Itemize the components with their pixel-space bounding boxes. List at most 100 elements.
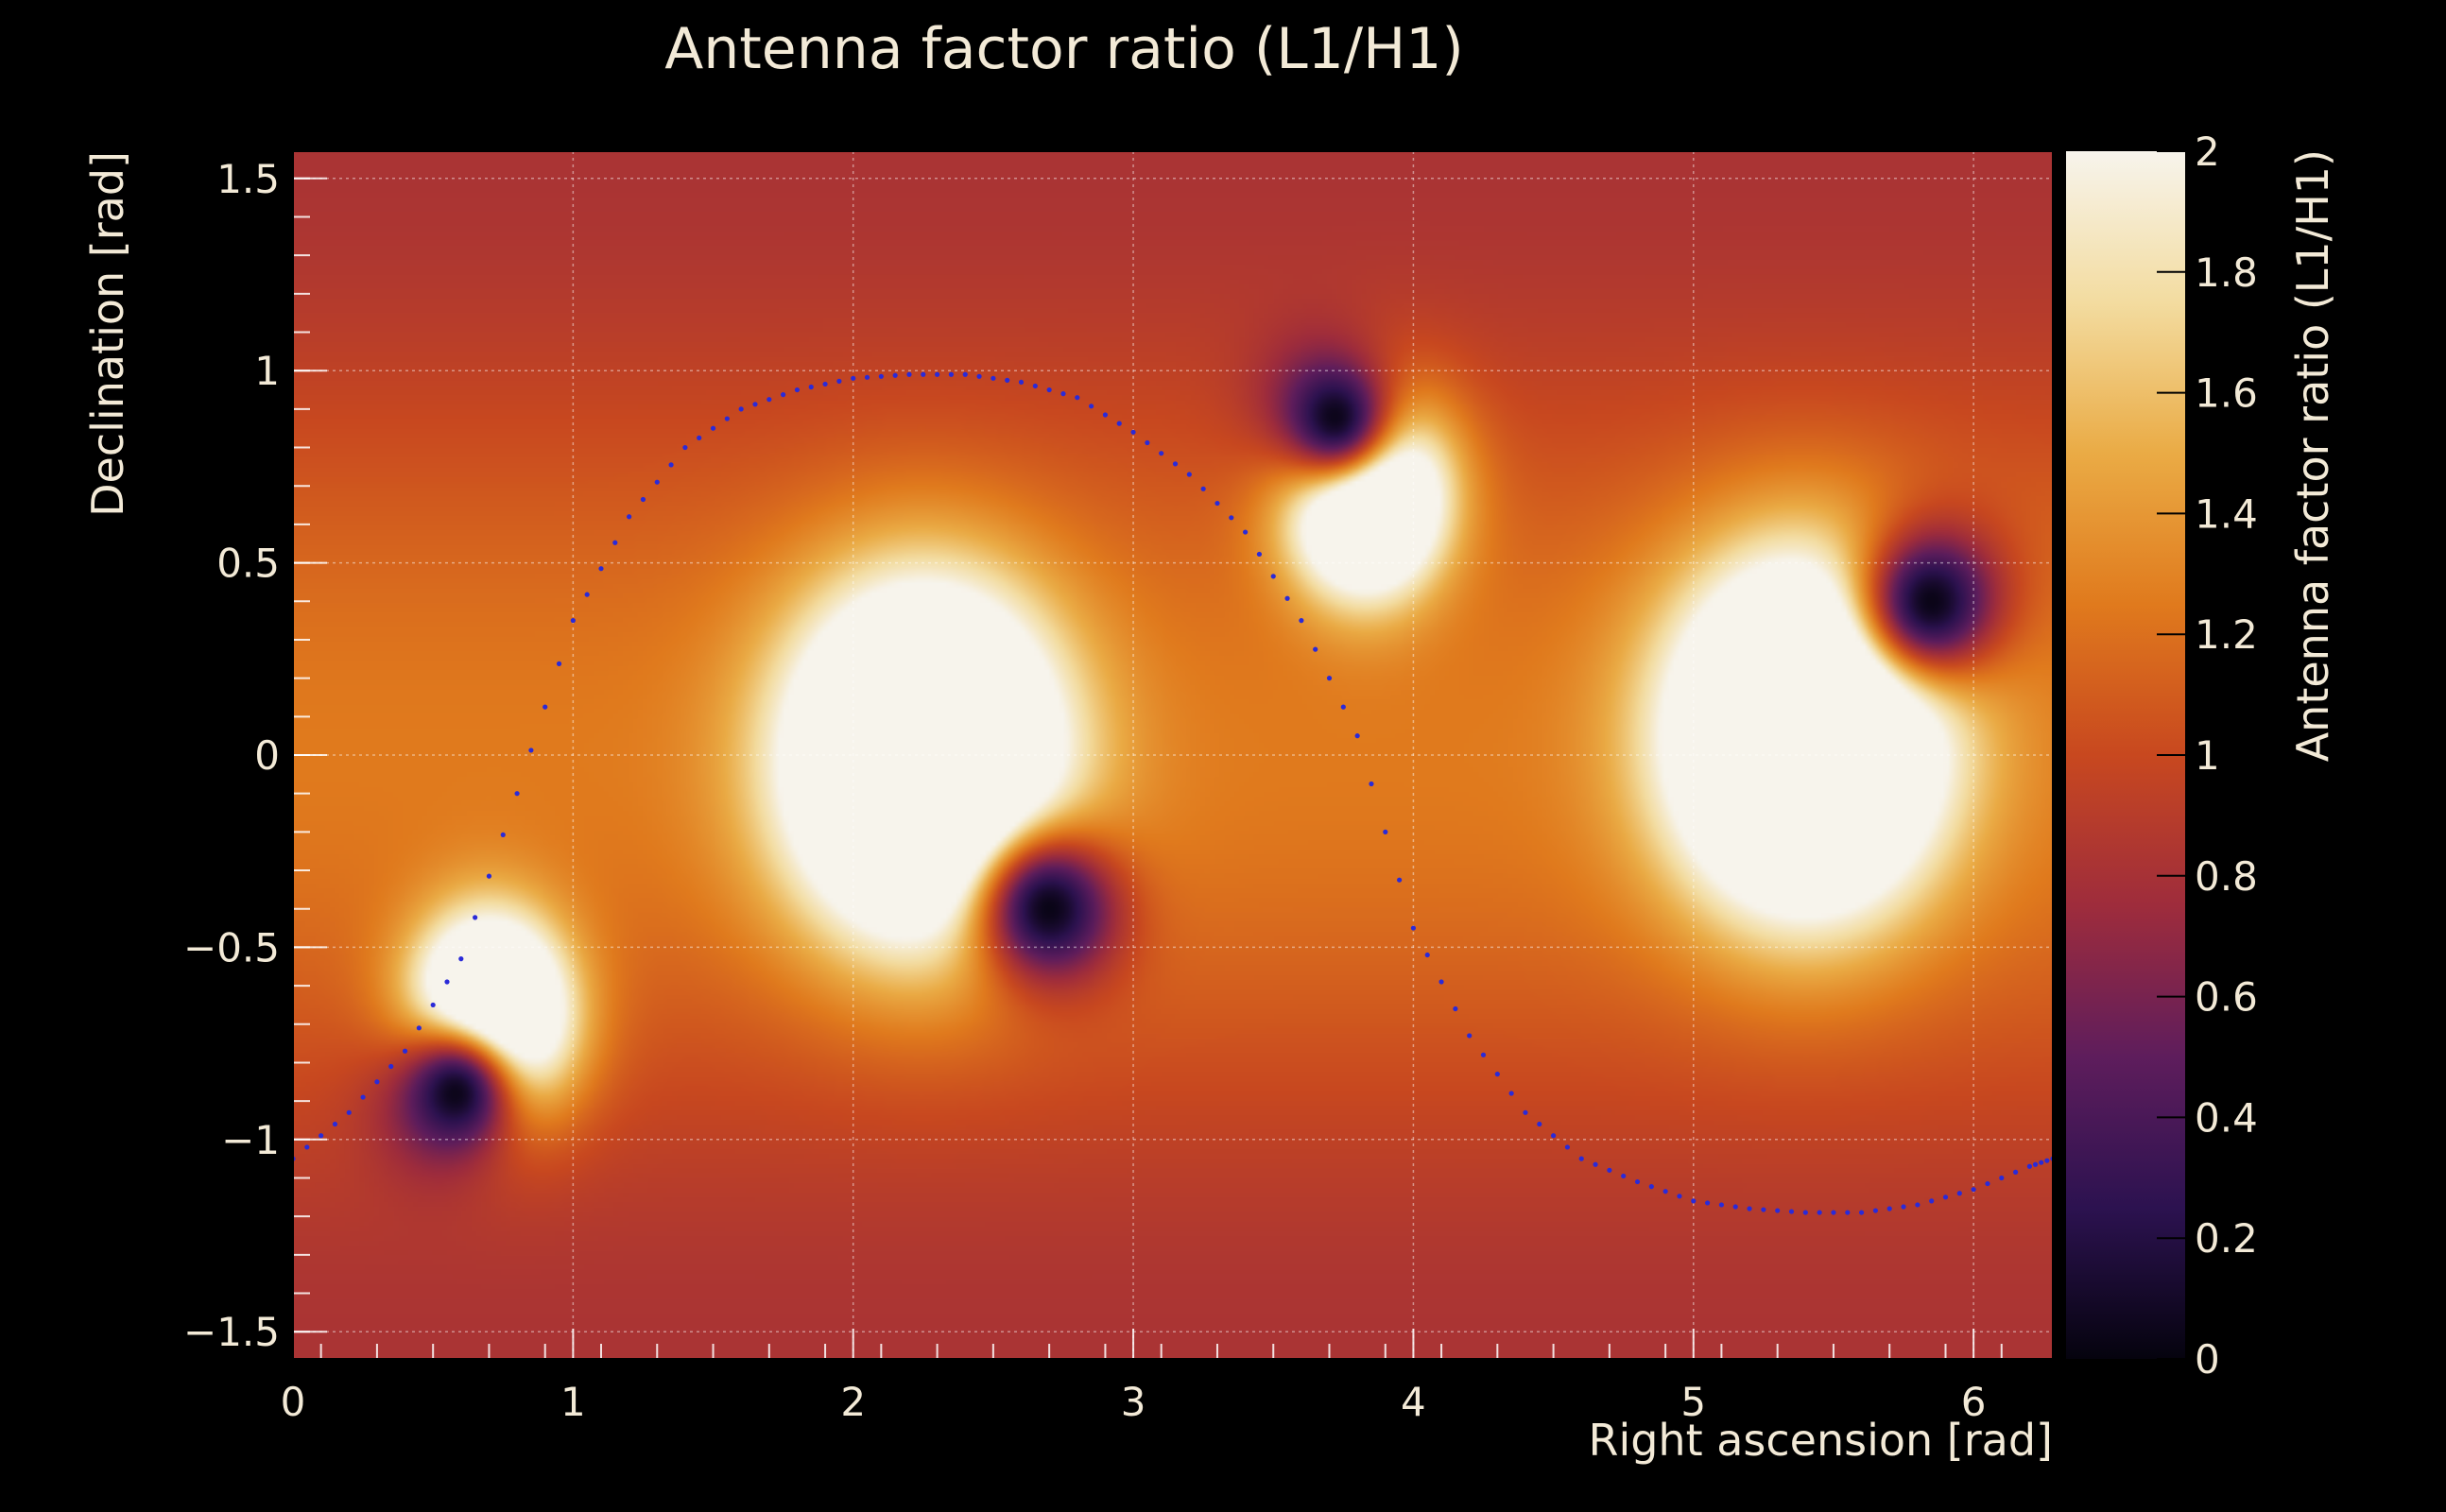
curve-point <box>458 956 464 962</box>
curve-point <box>1662 1189 1668 1194</box>
plot-area <box>292 150 2054 1360</box>
curve-point <box>1256 551 1263 558</box>
curve-point <box>1747 1206 1752 1211</box>
curve-point <box>1089 404 1094 409</box>
curve-point <box>1817 1210 1822 1215</box>
curve-point <box>1621 1173 1627 1179</box>
curve-point <box>654 479 660 485</box>
colorbar-tick-label: 0 <box>2195 1336 2220 1383</box>
y-tick-label: −1.5 <box>183 1309 280 1355</box>
x-axis-label: Right ascension [rad] <box>1588 1415 2053 1466</box>
curve-point <box>1564 1144 1571 1150</box>
y-tick-label: 0.5 <box>216 541 280 587</box>
x-tick-labels: 0 1 2 3 4 5 6 <box>281 1379 1987 1425</box>
curve-point <box>1438 979 1444 985</box>
curve-point <box>1424 952 1430 958</box>
x-tick-label: 6 <box>1961 1379 1987 1425</box>
curve-point <box>1369 781 1374 787</box>
curve-point <box>738 406 744 412</box>
curve-point <box>836 378 842 384</box>
curve-point <box>1775 1208 1781 1213</box>
curve-point <box>1886 1206 1892 1211</box>
curve-point <box>1383 829 1388 834</box>
curve-point <box>808 384 814 390</box>
curve-point <box>486 873 492 879</box>
curve-point <box>1214 500 1220 507</box>
curve-point <box>556 661 562 666</box>
y-axis-label: Declination [rad] <box>82 151 133 517</box>
y-tick-labels: −1.5 −1 −0.5 0 0.5 1 1.5 <box>183 156 280 1355</box>
curve-point <box>906 371 912 377</box>
grid <box>293 151 2053 1359</box>
curve-point <box>1313 646 1318 652</box>
x-tick-label: 1 <box>560 1379 586 1425</box>
curve-point <box>1999 1175 2005 1181</box>
curve-point <box>1802 1210 1808 1215</box>
curve-point <box>921 371 926 377</box>
curve-point <box>1032 383 1038 389</box>
curve-point <box>2026 1163 2033 1169</box>
curve-point <box>1270 574 1276 579</box>
curve-point <box>1550 1133 1557 1139</box>
curve-point <box>1284 595 1290 601</box>
curve-point <box>976 373 982 379</box>
heatmap-image <box>293 151 2053 1359</box>
x-tick-label: 0 <box>281 1379 306 1425</box>
curve-point <box>1075 395 1080 401</box>
curve-point <box>1872 1208 1879 1213</box>
axis-ticks <box>292 177 2003 1359</box>
curve-point <box>444 979 450 985</box>
curve-point <box>304 1144 310 1150</box>
curve-point <box>360 1094 366 1100</box>
curve-point <box>1593 1161 1598 1167</box>
curve-point <box>640 496 646 503</box>
curve-point <box>1145 439 1150 446</box>
curve-point <box>1607 1167 1612 1173</box>
curve-point <box>1956 1191 1962 1196</box>
curve-point <box>1480 1052 1487 1057</box>
curve-point <box>710 425 716 431</box>
curve-point <box>332 1121 338 1127</box>
curve-point <box>1845 1210 1851 1215</box>
y-tick-label: −0.5 <box>183 924 280 971</box>
curve-point <box>346 1109 352 1115</box>
y-tick-label: 1 <box>254 348 280 394</box>
curve-point <box>822 381 828 387</box>
curve-point <box>2032 1161 2039 1167</box>
x-tick-label: 3 <box>1121 1379 1146 1425</box>
curve-point <box>1523 1109 1528 1115</box>
curve-point <box>1704 1200 1711 1206</box>
curve-point <box>1130 429 1136 435</box>
colorbar-tick-label: 1.8 <box>2195 249 2258 296</box>
curve-point <box>1467 1033 1473 1039</box>
curve-point <box>668 462 674 468</box>
curve-point <box>543 704 548 710</box>
colorbar-tick-label: 2 <box>2195 129 2220 175</box>
curve-point <box>319 1133 324 1139</box>
curve-point <box>1831 1210 1836 1215</box>
curve-point <box>402 1048 408 1054</box>
curve-point <box>1648 1184 1654 1190</box>
curve-point <box>1578 1156 1584 1161</box>
curve-point <box>612 540 618 545</box>
curve-point <box>1494 1072 1500 1077</box>
curve-point <box>1397 877 1403 883</box>
curve-point <box>1453 1005 1458 1012</box>
curve-point <box>962 371 968 377</box>
curve-point <box>781 392 786 398</box>
curve-point <box>1985 1180 1990 1187</box>
curve-point <box>2044 1158 2050 1163</box>
curve-point <box>724 416 730 421</box>
curve-point <box>374 1079 380 1085</box>
curve-point <box>1508 1091 1514 1096</box>
x-tick-label: 4 <box>1401 1379 1426 1425</box>
curve-point <box>990 375 996 381</box>
curve-point <box>627 514 632 520</box>
curve-point <box>473 915 478 920</box>
curve-point <box>1243 529 1249 535</box>
curve-point <box>1691 1198 1697 1204</box>
curve-point <box>682 444 688 451</box>
colorbar-tick-label: 0.8 <box>2195 853 2258 900</box>
curve-point <box>1159 451 1164 456</box>
